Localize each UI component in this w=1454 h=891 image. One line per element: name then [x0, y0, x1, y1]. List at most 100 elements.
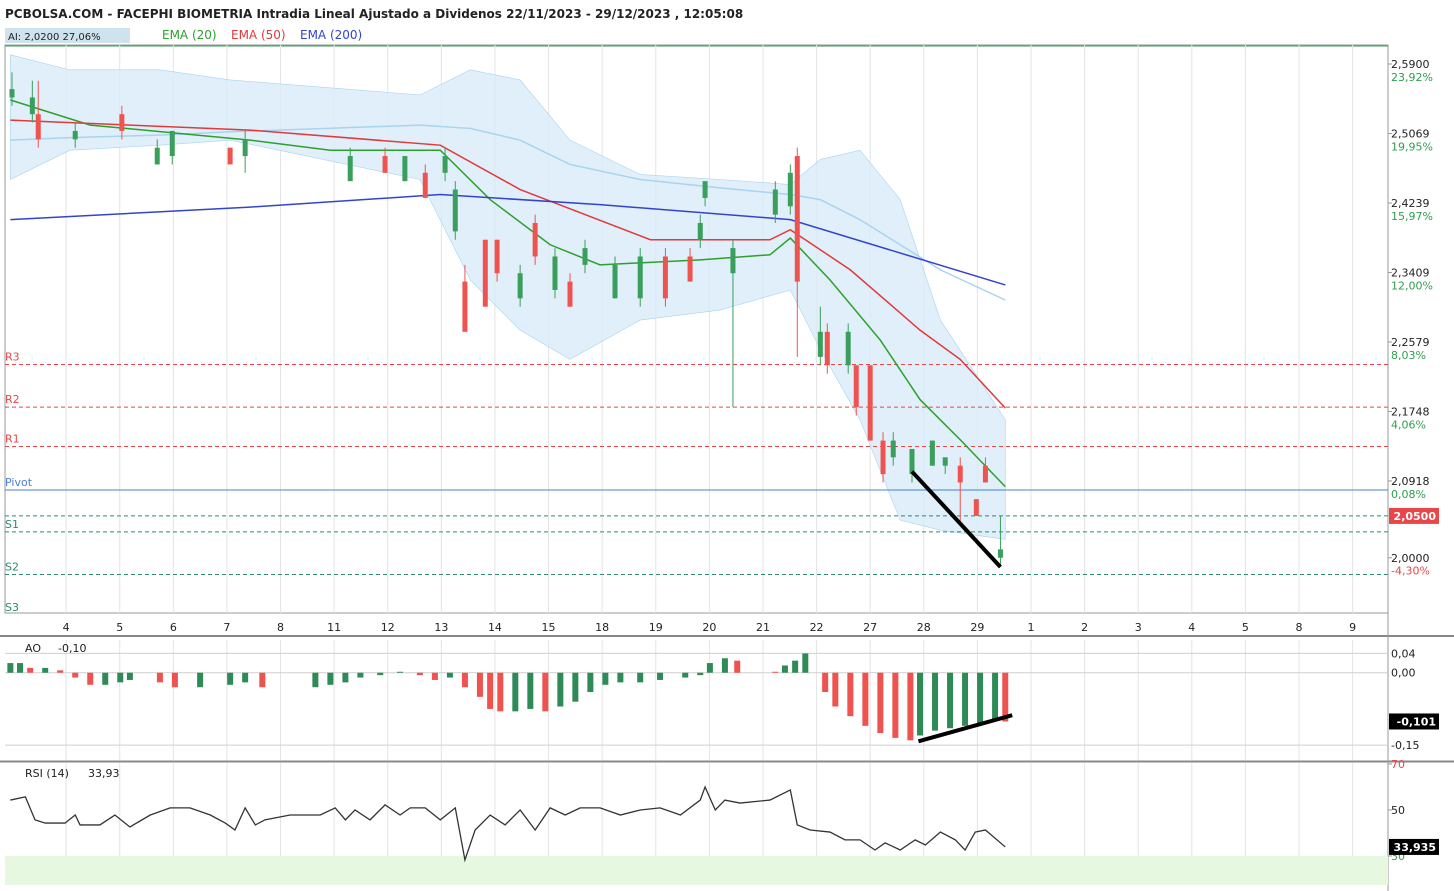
ao-bar	[822, 672, 829, 693]
ao-bar	[617, 672, 624, 683]
trendline	[917, 713, 1013, 744]
candle-body	[494, 239, 500, 274]
ao-value: -0,10	[58, 642, 86, 655]
candle-body	[462, 281, 468, 332]
candle-body	[794, 156, 800, 282]
x-tick-label: 8	[1296, 621, 1303, 634]
candle-body	[824, 331, 830, 366]
ao-bar	[57, 670, 64, 673]
ao-bar	[832, 672, 839, 707]
y-tick-label: 2,0918	[1391, 475, 1430, 488]
x-tick-label: 8	[277, 621, 284, 634]
ao-bar	[171, 672, 178, 688]
y-tick-label: 2,4239	[1391, 197, 1430, 210]
candle-body	[35, 114, 41, 140]
ao-bar	[7, 663, 14, 673]
ao-bar	[587, 672, 594, 693]
rsi-value: 33,93	[88, 767, 120, 780]
ao-bar	[259, 672, 266, 688]
ema-line	[10, 119, 1006, 409]
ema-line	[10, 99, 1006, 488]
candle-body	[29, 97, 35, 115]
ao-bar	[461, 672, 468, 688]
candle-body	[730, 248, 736, 274]
x-tick-label: 5	[1242, 621, 1249, 634]
ao-bar	[342, 672, 349, 683]
x-tick-label: 12	[381, 621, 395, 634]
candle-body	[929, 440, 935, 466]
main-plot	[5, 45, 1388, 613]
ao-bar	[512, 672, 519, 712]
candle-body	[890, 440, 896, 458]
x-tick-label: 1	[1027, 621, 1034, 634]
x-tick-label: 6	[170, 621, 177, 634]
y-tick-label: 2,0000	[1391, 552, 1430, 565]
ao-bar	[602, 672, 609, 685]
overlay: 4 5 6 7 8 11 12 13 14 15 18 19 20 21 22 27 28 29 1 2 3 4 5 8 92,…	[5, 28, 1439, 863]
ao-bar	[947, 672, 954, 729]
ao-bar	[87, 672, 94, 685]
candle-body	[942, 457, 948, 466]
candle-body	[687, 256, 693, 282]
ao-bar	[992, 672, 999, 721]
y-tick-label: 0,00	[1391, 667, 1416, 680]
ao-bar	[42, 667, 49, 673]
candle-body	[845, 331, 851, 366]
pivot-label: S2	[5, 561, 19, 574]
y2-tick-label: 0,08%	[1391, 488, 1426, 501]
ao-bar	[476, 672, 483, 697]
ao-bar	[117, 672, 124, 683]
y-tick-label: 2,3409	[1391, 266, 1430, 279]
y-tick-label: 70	[1391, 758, 1405, 771]
pivot-label: S1	[5, 518, 19, 531]
info-label: AI: 2,0200 27,06%	[8, 32, 101, 43]
candle-body	[697, 223, 703, 240]
candle-body	[997, 549, 1003, 558]
x-tick-label: 4	[63, 621, 70, 634]
x-tick-label: 18	[595, 621, 609, 634]
ao-bar	[377, 672, 384, 676]
x-tick-label: 28	[917, 621, 931, 634]
ao-bar	[907, 672, 914, 741]
candle-body	[382, 156, 388, 173]
x-tick-label: 5	[116, 621, 123, 634]
candle-body	[242, 139, 248, 157]
y2-tick-label: 4,06%	[1391, 418, 1426, 431]
y2-tick-label: 15,97%	[1391, 210, 1433, 223]
y-tick-label: 2,1748	[1391, 405, 1430, 418]
ao-bar	[892, 672, 899, 738]
ao-bar	[706, 663, 713, 673]
x-tick-label: 15	[542, 621, 556, 634]
candle-body	[402, 156, 408, 182]
candle-body	[702, 181, 708, 198]
candle-body	[482, 239, 488, 307]
y2-tick-label: 23,92%	[1391, 71, 1433, 84]
ao-bar	[734, 660, 741, 673]
ao-bar	[357, 672, 364, 678]
x-tick-label: 3	[1135, 621, 1142, 634]
ao-bar	[917, 672, 924, 736]
ao-bar	[637, 672, 644, 683]
ao-bar	[932, 672, 939, 731]
rsi-name: RSI (14)	[25, 767, 69, 780]
price-tag	[1389, 507, 1439, 524]
ao-bar	[27, 667, 34, 673]
candle-body	[973, 499, 979, 516]
x-tick-label: 9	[1349, 621, 1356, 634]
ao-bar	[557, 672, 564, 707]
candle-body	[552, 256, 558, 290]
info-box	[5, 28, 130, 43]
ao-bar	[877, 672, 884, 734]
ao-bar	[431, 672, 438, 680]
x-tick-label: 2	[1081, 621, 1088, 634]
ao-bar	[446, 672, 453, 678]
candle-body	[982, 465, 988, 483]
candle-body	[119, 114, 125, 131]
ao-bar	[227, 672, 234, 685]
candle-body	[787, 172, 793, 207]
x-tick-label: 13	[434, 621, 448, 634]
y-tick-label: -0,15	[1391, 739, 1419, 752]
ao-name: AO	[25, 642, 41, 655]
